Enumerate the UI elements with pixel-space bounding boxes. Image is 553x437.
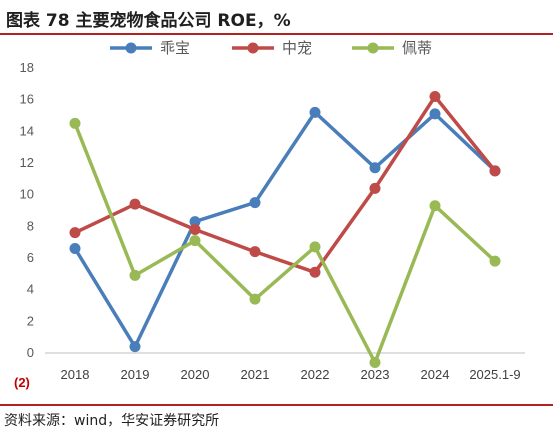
legend-swatch-marker [125,42,137,54]
legend-label: 中宠 [282,39,312,57]
data-point [429,108,441,120]
data-point [489,165,501,177]
data-point [369,357,381,368]
data-point [309,241,321,253]
x-tick-label: 2022 [301,367,330,382]
series-line-1 [73,110,497,349]
legend-swatch-marker [367,42,379,54]
data-point [429,200,441,212]
roe-line-chart: 18 16 14 12 10 8 6 4 2 0 (2) 2018 2019 2020 2021 2022 20… [14,39,525,390]
y-tick-label-negative: (2) [14,375,30,390]
y-tick-label: 2 [27,313,34,328]
data-point [429,91,441,102]
title-bar: 图表 78 主要宠物食品公司 ROE，% [0,0,553,33]
y-tick-label: 8 [27,218,34,233]
data-point [189,235,201,247]
data-point [129,341,141,353]
y-tick-label: 6 [27,250,34,265]
x-tick-label: 2019 [121,367,150,382]
data-point [129,269,141,281]
x-tick-label: 2023 [361,367,390,382]
y-tick-label: 0 [27,345,34,360]
data-point [69,243,81,254]
series-line-2 [73,94,497,275]
source-rule [0,404,553,406]
data-point [249,293,261,305]
figure-title: 图表 78 主要宠物食品公司 ROE，% [6,11,291,31]
y-tick-label: 10 [20,187,34,202]
source-note: 资料来源：wind，华安证券研究所 [4,413,220,429]
title-rule [0,33,553,35]
data-point [69,117,81,129]
data-point [249,246,261,258]
data-point [249,197,261,209]
legend-label: 佩蒂 [402,39,432,57]
x-tick-label: 2024 [421,367,450,382]
y-tick-label: 12 [20,155,34,170]
x-tick-label: 2020 [181,367,210,382]
y-tick-label: 4 [27,282,34,297]
x-tick-label: 2021 [241,367,270,382]
data-point [369,162,381,174]
x-tick-label: 2018 [61,367,90,382]
data-point [489,255,501,267]
data-point [369,182,381,194]
data-point [309,266,321,278]
y-tick-label: 14 [20,123,34,138]
legend-swatch-marker [247,42,259,54]
data-point [189,224,201,235]
x-tick-label: 2025.1-9 [469,367,520,382]
data-point [69,227,81,239]
data-point [189,216,201,228]
y-tick-label: 18 [20,60,34,75]
data-point [129,198,141,210]
legend-label: 乖宝 [160,39,190,57]
y-tick-label: 16 [20,92,34,107]
series-line-3 [73,121,497,365]
data-point [309,106,321,118]
